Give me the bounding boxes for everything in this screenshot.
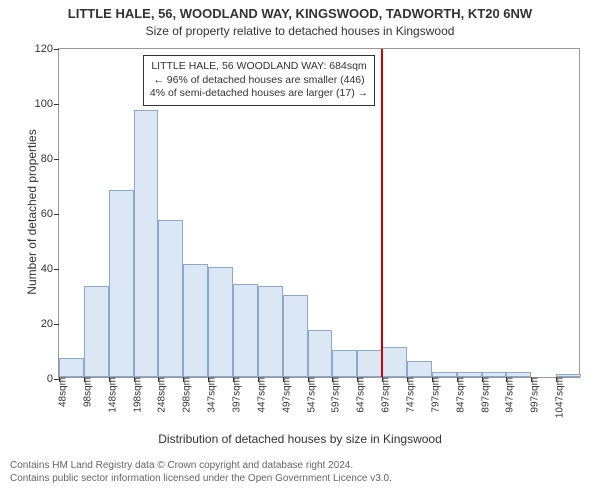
x-tick-label: 148sqm	[105, 377, 118, 413]
histogram-bar	[382, 347, 407, 377]
x-tick-label: 947sqm	[503, 377, 516, 413]
y-tick-mark	[54, 159, 59, 160]
histogram-bar	[59, 358, 84, 377]
x-tick-label: 697sqm	[379, 377, 392, 413]
histogram-bar	[208, 267, 233, 377]
histogram-bar	[158, 220, 183, 377]
y-tick-mark	[54, 49, 59, 50]
histogram-bar	[308, 330, 333, 377]
x-tick-label: 298sqm	[180, 377, 193, 413]
histogram-bar	[357, 350, 382, 378]
histogram-bar	[283, 295, 308, 378]
y-tick-mark	[54, 324, 59, 325]
x-tick-label: 48sqm	[56, 377, 69, 407]
x-tick-label: 897sqm	[478, 377, 491, 413]
histogram-bar	[84, 286, 109, 377]
x-tick-label: 797sqm	[428, 377, 441, 413]
x-tick-label: 1047sqm	[553, 377, 566, 418]
y-tick-mark	[54, 214, 59, 215]
plot-area: 02040608010012048sqm98sqm148sqm198sqm248…	[58, 48, 580, 378]
x-tick-label: 497sqm	[279, 377, 292, 413]
attribution-line2: Contains public sector information licen…	[10, 473, 392, 486]
x-tick-label: 98sqm	[80, 377, 93, 407]
x-tick-label: 597sqm	[329, 377, 342, 413]
chart-subtitle: Size of property relative to detached ho…	[0, 24, 600, 38]
chart-title: LITTLE HALE, 56, WOODLAND WAY, KINGSWOOD…	[0, 6, 600, 21]
histogram-bar	[258, 286, 283, 377]
annotation-line3: 4% of semi-detached houses are larger (1…	[150, 87, 368, 101]
attribution-text: Contains HM Land Registry data © Crown c…	[10, 460, 392, 485]
histogram-bar	[407, 361, 432, 378]
histogram-bar	[134, 110, 159, 377]
histogram-bar	[332, 350, 357, 378]
x-tick-label: 397sqm	[230, 377, 243, 413]
x-tick-label: 547sqm	[304, 377, 317, 413]
y-tick-mark	[54, 269, 59, 270]
x-tick-label: 447sqm	[254, 377, 267, 413]
x-tick-label: 198sqm	[130, 377, 143, 413]
reference-line	[381, 49, 383, 377]
histogram-bar	[183, 264, 208, 377]
attribution-line1: Contains HM Land Registry data © Crown c…	[10, 460, 392, 473]
histogram-bar	[109, 190, 134, 377]
annotation-box: LITTLE HALE, 56 WOODLAND WAY: 684sqm← 96…	[143, 55, 375, 106]
annotation-line2: ← 96% of detached houses are smaller (44…	[150, 74, 368, 88]
x-tick-label: 347sqm	[205, 377, 218, 413]
histogram-bar	[233, 284, 258, 378]
annotation-line1: LITTLE HALE, 56 WOODLAND WAY: 684sqm	[150, 60, 368, 74]
x-tick-label: 747sqm	[404, 377, 417, 413]
y-tick-mark	[54, 104, 59, 105]
histogram-chart: LITTLE HALE, 56, WOODLAND WAY, KINGSWOOD…	[0, 0, 600, 500]
x-tick-label: 248sqm	[155, 377, 168, 413]
x-tick-label: 997sqm	[528, 377, 541, 413]
x-axis-label: Distribution of detached houses by size …	[0, 432, 600, 446]
y-axis-label: Number of detached properties	[25, 112, 39, 312]
x-tick-label: 847sqm	[453, 377, 466, 413]
x-tick-label: 647sqm	[354, 377, 367, 413]
